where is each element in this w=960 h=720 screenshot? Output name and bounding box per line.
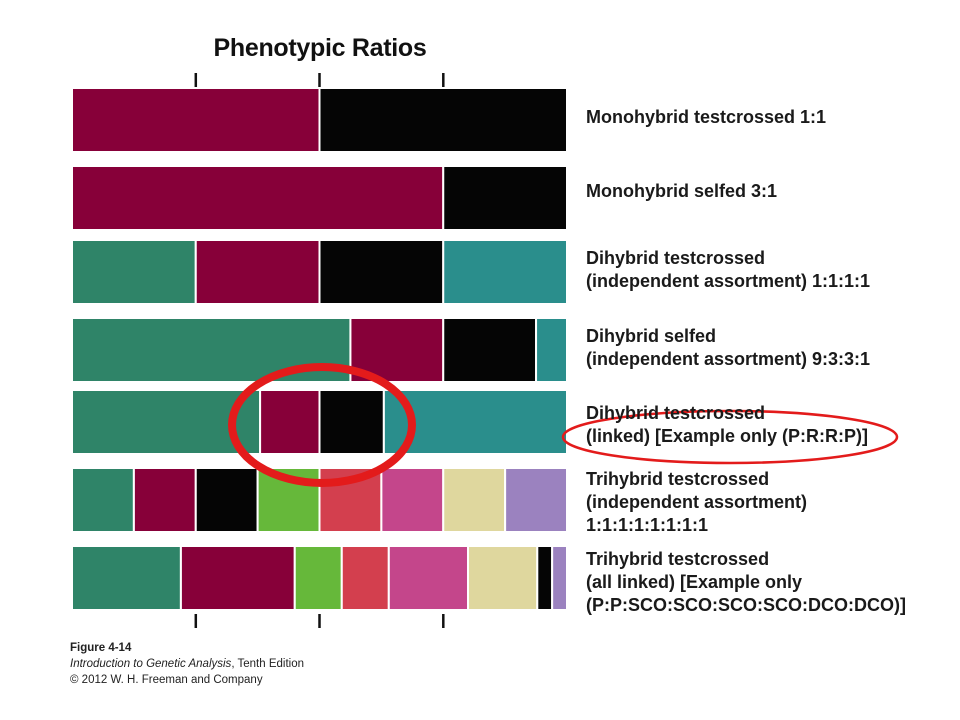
- bar-segment: [387, 545, 469, 611]
- bar-segment: [535, 317, 568, 383]
- bar-segment: [442, 165, 568, 231]
- bar-segment: [71, 467, 135, 533]
- highlight-circle: [228, 363, 416, 487]
- row-label-line: Monohybrid testcrossed 1:1: [586, 107, 827, 127]
- bar-segment: [71, 545, 182, 611]
- book-edition: , Tenth Edition: [231, 658, 304, 670]
- figure-number: Figure 4-14: [70, 642, 132, 654]
- ratio-bar-row: [71, 87, 568, 153]
- row-label-line: Trihybrid testcrossed: [586, 469, 770, 489]
- bar-segment: [318, 239, 445, 305]
- bar-segment: [293, 545, 343, 611]
- row-label-line: (independent assortment) 1:1:1:1: [586, 271, 871, 291]
- row-label-line: Monohybrid selfed 3:1: [586, 181, 778, 201]
- bar-segment: [504, 467, 569, 533]
- bar-segment: [380, 467, 445, 533]
- ratio-bar-row: [71, 389, 568, 455]
- row-label-line: Dihybrid testcrossed: [586, 248, 766, 268]
- row-label: Trihybrid testcrossed (all linked) [Examp…: [586, 548, 946, 617]
- bar-segment: [71, 317, 352, 383]
- bar-segment: [318, 87, 568, 153]
- row-label-line: (linked) [Example only (P:R:R:P)]: [586, 426, 869, 446]
- bar-segment: [442, 467, 507, 533]
- bar-segment: [194, 239, 321, 305]
- row-label: Dihybrid selfed (independent assortment) …: [586, 325, 946, 371]
- bar-segment: [71, 87, 321, 153]
- bar-segment: [259, 389, 321, 455]
- ratio-bars: [71, 87, 569, 611]
- row-label: Monohybrid testcrossed 1:1: [586, 106, 946, 129]
- row-label: Dihybrid testcrossed (independent assortm…: [586, 247, 946, 293]
- row-label-line: Trihybrid testcrossed: [586, 549, 770, 569]
- bar-segment: [132, 467, 197, 533]
- bar-segment: [194, 467, 259, 533]
- bar-segment: [340, 545, 390, 611]
- highlight-oval: [561, 409, 899, 465]
- bar-segment: [71, 165, 445, 231]
- bar-segment: [71, 239, 197, 305]
- bar-segment: [551, 545, 569, 611]
- book-line: Introduction to Genetic Analysis, Tenth …: [70, 656, 304, 672]
- ratio-bar-row: [71, 239, 568, 305]
- bar-segment: [442, 239, 568, 305]
- bar-segment: [442, 317, 538, 383]
- figure-caption: Figure 4-14 Introduction to Genetic Anal…: [70, 640, 304, 688]
- row-label-line: 1:1:1:1:1:1:1:1: [586, 515, 709, 535]
- ratio-bar-row: [71, 545, 569, 611]
- highlight-annotations: [228, 363, 899, 487]
- row-label: Monohybrid selfed 3:1: [586, 180, 946, 203]
- ratio-bar-row: [71, 317, 568, 383]
- copyright-line: © 2012 W. H. Freeman and Company: [70, 674, 263, 686]
- ratio-bar-row: [71, 165, 568, 231]
- ratio-bar-row: [71, 467, 569, 533]
- figure-title: Phenotypic Ratios: [213, 34, 427, 62]
- bar-segment: [318, 389, 385, 455]
- bar-segment: [318, 467, 383, 533]
- bar-segment: [179, 545, 296, 611]
- bar-segment: [536, 545, 554, 611]
- scale-ticks: [194, 73, 445, 628]
- row-label-line: Dihybrid selfed: [586, 326, 717, 346]
- bar-segment: [467, 545, 539, 611]
- row-label-line: (P:P:SCO:SCO:SCO:SCO:DCO:DCO)]: [586, 595, 906, 615]
- row-label: Trihybrid testcrossed (independent assort…: [586, 468, 946, 537]
- row-label-line: (independent assortment): [586, 492, 808, 512]
- row-label-line: (independent assortment) 9:3:3:1: [586, 349, 871, 369]
- row-label-line: (all linked) [Example only: [586, 572, 803, 592]
- row-label-line: Dihybrid testcrossed: [586, 403, 766, 423]
- row-label: Dihybrid testcrossed (linked) [Example on…: [586, 402, 946, 448]
- book-title: Introduction to Genetic Analysis: [70, 658, 232, 670]
